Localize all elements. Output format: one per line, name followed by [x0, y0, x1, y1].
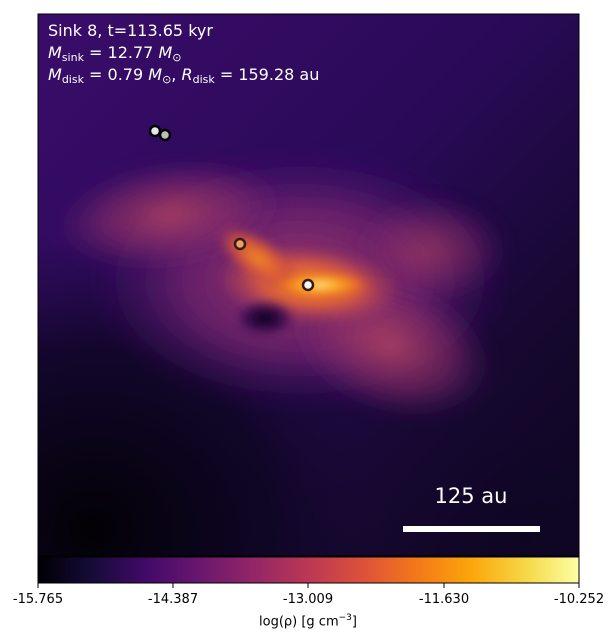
- colorbar-tick-label: -13.009: [282, 592, 334, 607]
- colorbar: [37, 556, 580, 584]
- sink-marker: [158, 128, 172, 142]
- scale-bar: [403, 526, 540, 532]
- colorbar-tick-label: -11.630: [418, 592, 470, 607]
- disk-radius-value: = 159.28 au: [219, 65, 320, 84]
- disk-mass-value: = 0.79: [89, 65, 144, 84]
- sink-time-label: Sink 8, t=113.65 kyr: [48, 21, 213, 40]
- colorbar-tick-label: -10.252: [553, 592, 605, 607]
- panel-frame: [37, 13, 580, 557]
- sink-marker: [301, 278, 315, 292]
- colorbar-ticks: [37, 583, 580, 588]
- colorbar-tick-label: -15.765: [12, 592, 64, 607]
- sink-marker: [148, 124, 162, 138]
- colorbar-axis-label: log(ρ) [g cm−3]: [259, 613, 357, 630]
- density-panel: [38, 14, 579, 556]
- sink-marker: [233, 237, 247, 251]
- sink-mass-label: Msink = 12.77 M⊙: [48, 43, 182, 64]
- sink-mass-value: = 12.77: [89, 43, 154, 62]
- scale-bar-label: 125 au: [434, 484, 508, 508]
- colorbar-tick-label: -14.387: [147, 592, 199, 607]
- disk-properties-label: Mdisk = 0.79 M⊙, Rdisk = 159.28 au: [48, 65, 320, 86]
